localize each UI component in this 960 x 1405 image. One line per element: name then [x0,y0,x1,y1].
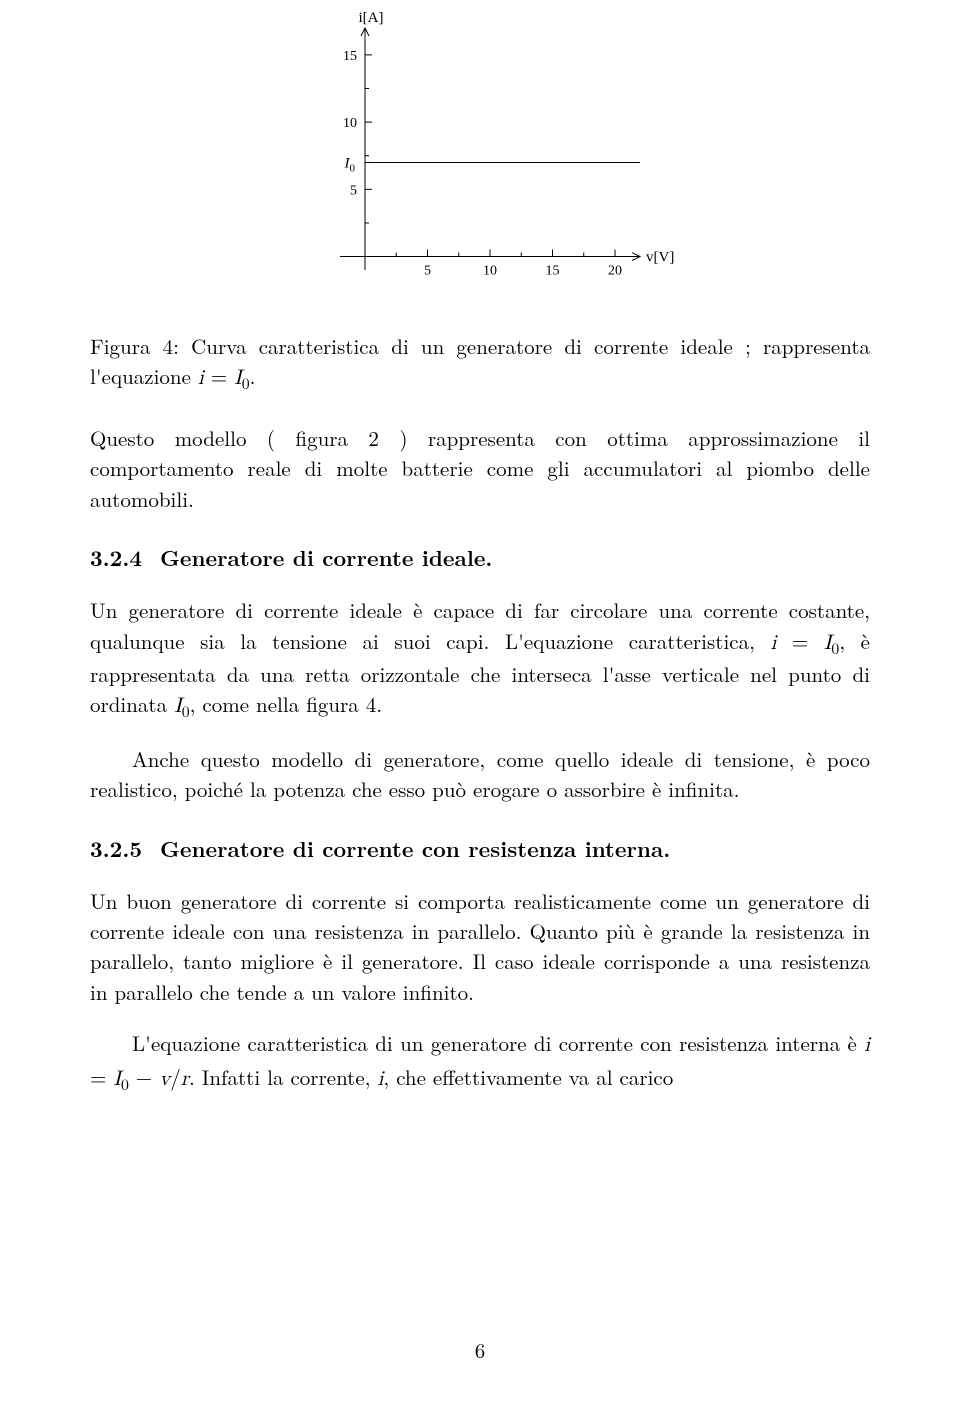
page-number: 6 [0,1335,960,1365]
sub-0: 0 [242,372,250,395]
math-i: i [864,1035,870,1056]
paragraph-ideal-2: Anche questo modello di generatore, come… [90,744,870,805]
math-I: I [234,368,242,389]
heading-3-2-4: 3.2.4 Generatore di corrente ideale. [90,542,870,574]
math-I: I [174,696,182,717]
section-number: 3.2.5 [90,833,142,865]
section-title: Generatore di corrente con resistenza in… [160,833,670,864]
page: 510152051015I0i[A]v[V] Figura 4: Curva c… [0,0,960,1405]
figure-4-caption: Figura 4: Curva caratteristica di un gen… [90,331,870,395]
section-number: 3.2.4 [90,542,142,574]
svg-text:20: 20 [608,264,622,279]
math-I: I [113,1069,121,1090]
heading-3-2-5: 3.2.5 Generatore di corrente con resisten… [90,833,870,865]
svg-text:10: 10 [483,264,497,279]
paragraph-resistance-1: Un buon generatore di corrente si compor… [90,886,870,1008]
svg-text:10: 10 [343,116,357,131]
svg-text:i[A]: i[A] [359,10,384,26]
svg-text:v[V]: v[V] [646,250,674,266]
section-title: Generatore di corrente ideale. [160,542,492,573]
svg-text:5: 5 [350,183,357,198]
paragraph-resistance-2: L'equazione caratteristica di un generat… [90,1028,870,1095]
paragraph-ideal-1: Un generatore di corrente ideale è capac… [90,595,870,723]
period: . [250,361,256,391]
chart-svg: 5 10 15 20 5 10 15 I0 i[A] v[V] [270,0,690,310]
svg-text:5: 5 [424,264,431,279]
math-r: r [181,1069,189,1090]
svg-text:15: 15 [546,264,560,279]
svg-text:15: 15 [343,49,357,64]
math-v: v [159,1069,170,1090]
paragraph-model: Questo modello ( figura 2 ) rappresenta … [90,423,870,514]
caption-prefix: Figura 4: [90,331,179,361]
svg-text:I0: I0 [344,155,356,174]
eq-sign: = [204,361,234,391]
figure-4-chart: 5 10 15 20 5 10 15 I0 i[A] v[V] [90,0,870,310]
